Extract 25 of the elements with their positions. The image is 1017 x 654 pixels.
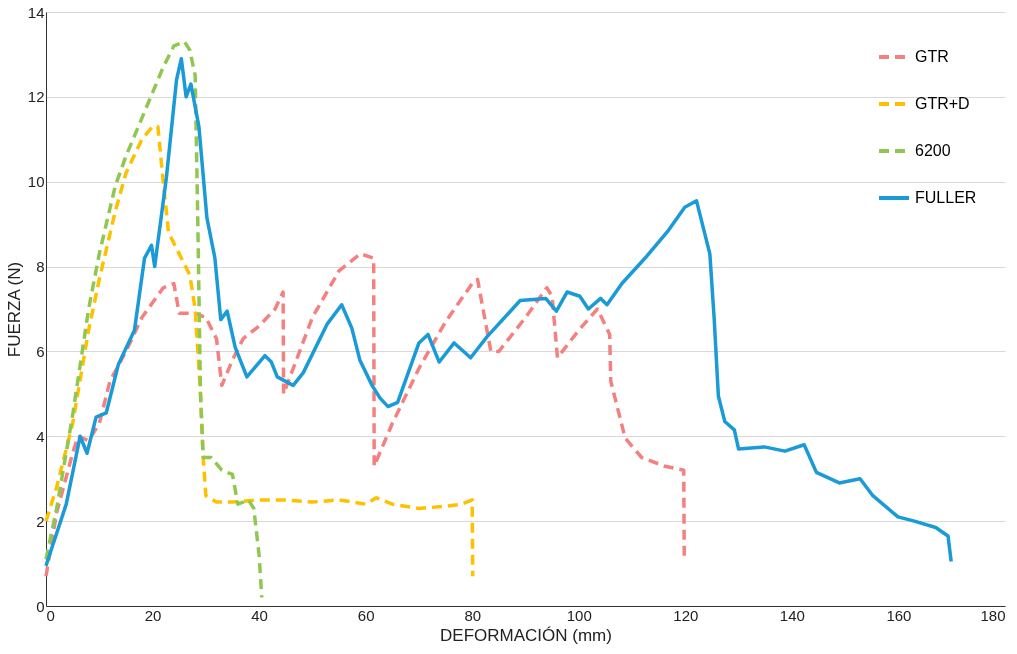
x-tick-label: 80: [464, 606, 482, 624]
x-tick-label: 180: [980, 606, 1006, 624]
x-tick-label: 100: [566, 606, 592, 624]
line-series: [44, 39, 264, 600]
y-axis-title: FUERZA (N): [4, 261, 24, 358]
legend-label: GTR: [915, 48, 949, 65]
x-tick-label: 120: [673, 606, 699, 624]
line-series: [44, 124, 475, 579]
x-tick-label: 60: [357, 606, 375, 624]
line-series: [44, 252, 687, 579]
legend-label: 6200: [915, 142, 951, 159]
y-tick-label: 10: [27, 173, 45, 191]
y-tick-label: 2: [36, 512, 45, 530]
x-tick-label: 20: [144, 606, 162, 624]
x-axis-title: DEFORMACIÓN (mm): [440, 625, 612, 645]
y-tick-label: 4: [36, 427, 45, 445]
y-tick-label: 14: [27, 3, 45, 21]
legend-label: FULLER: [915, 189, 977, 206]
x-tick-label: 160: [886, 606, 912, 624]
legend-label: GTR+D: [915, 95, 970, 112]
y-tick-label: 12: [27, 88, 45, 106]
x-tick-label: 140: [779, 606, 805, 624]
y-tick-label: 8: [36, 258, 45, 276]
y-tick-label: 6: [36, 342, 45, 360]
x-tick-label: 40: [251, 606, 268, 624]
